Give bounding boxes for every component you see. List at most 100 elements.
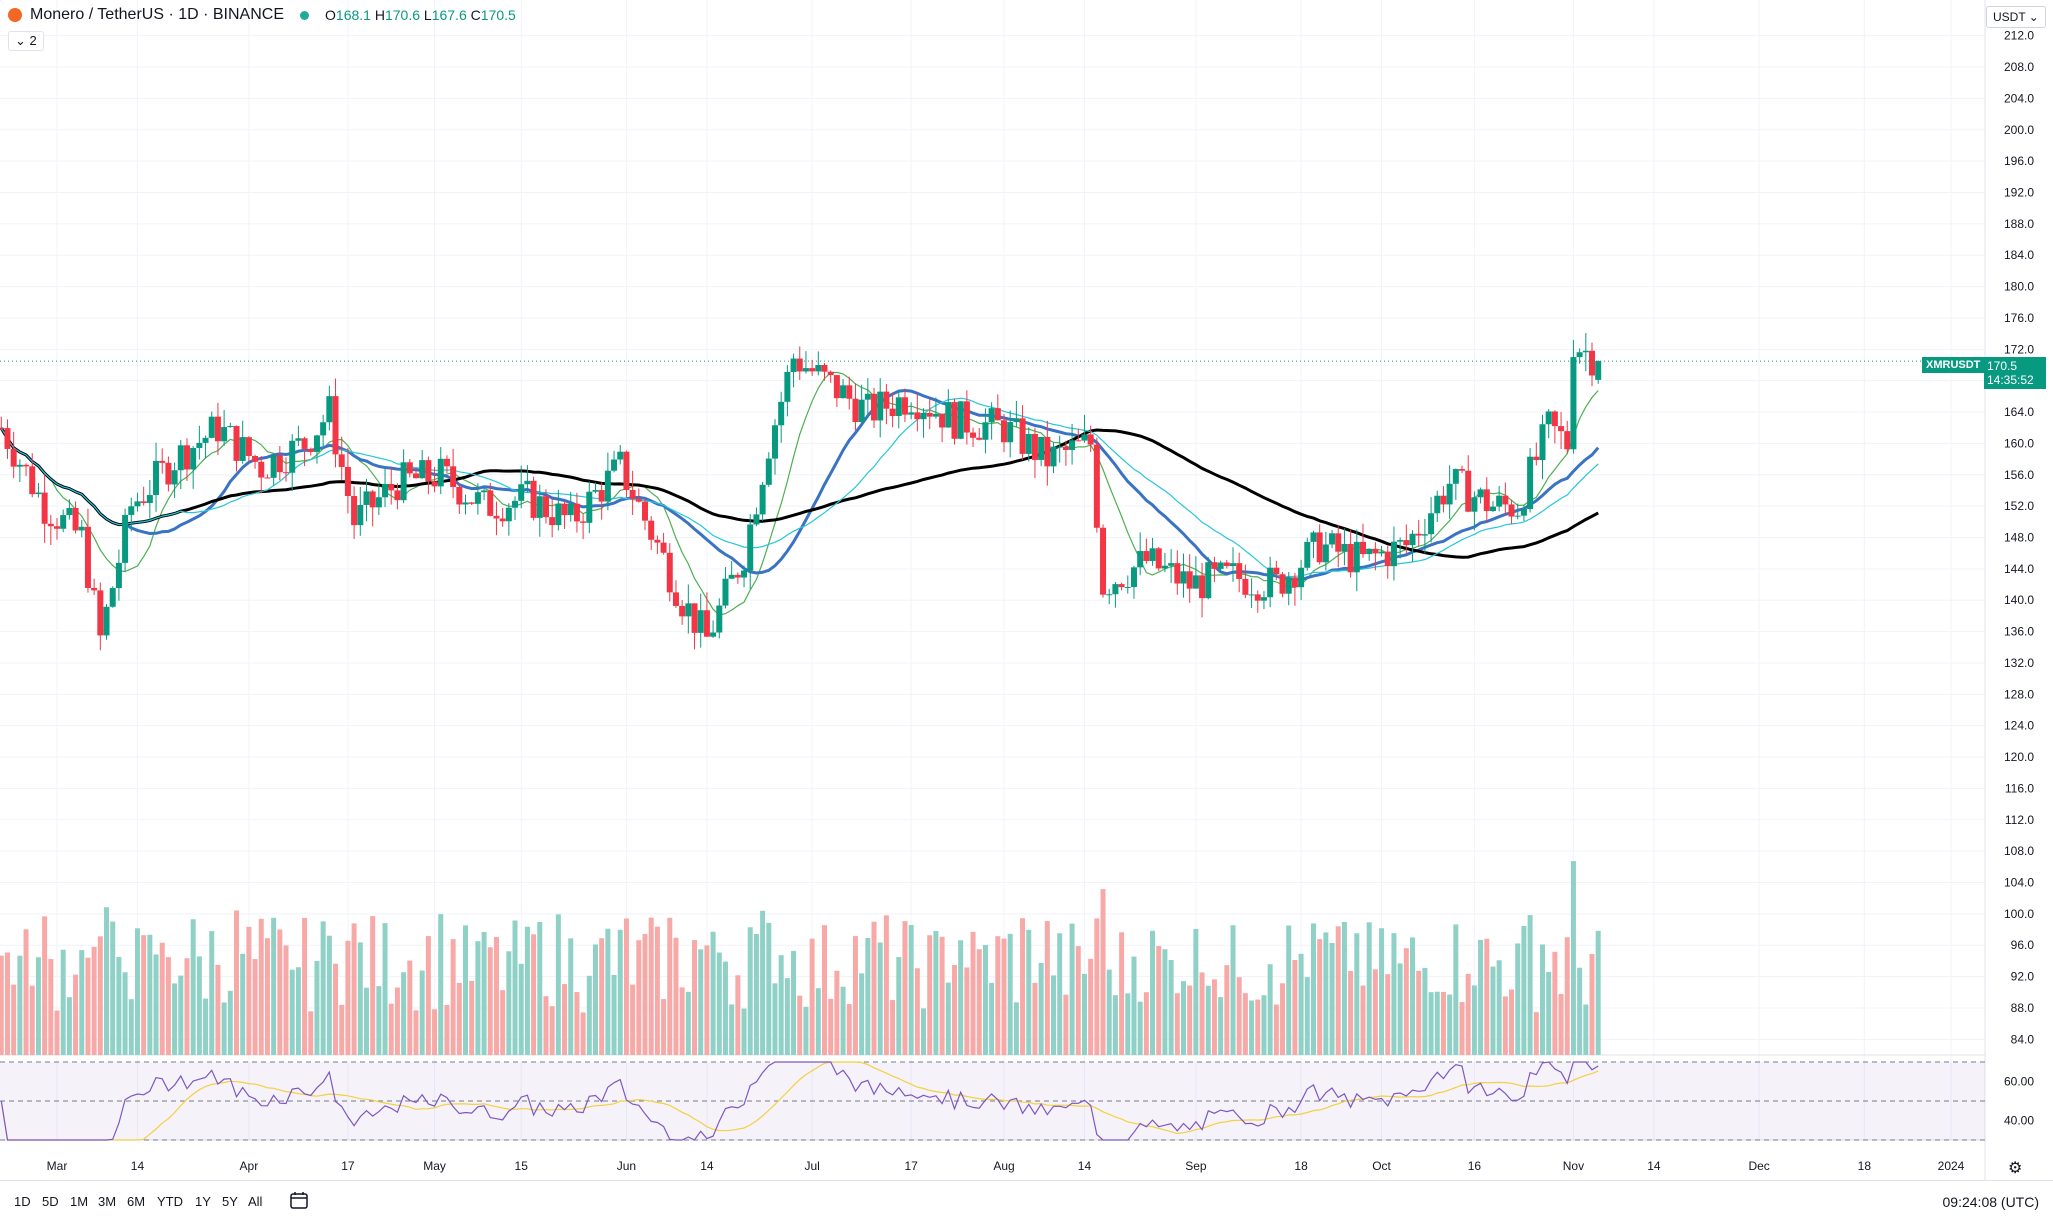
volume-bar (141, 935, 147, 1055)
candle-body (1093, 444, 1100, 528)
candle-body (1465, 470, 1472, 512)
volume-bar (1317, 939, 1323, 1055)
volume-bar (747, 927, 753, 1055)
candle-body (493, 515, 500, 519)
y-tick-label: 124.0 (2004, 719, 2034, 733)
volume-bar (623, 918, 629, 1055)
volume-bar (196, 956, 202, 1055)
volume-bar (945, 982, 951, 1055)
collapse-indicators-button[interactable]: ⌄ 2 (8, 31, 44, 51)
candle-body (1019, 418, 1026, 454)
gear-icon[interactable]: ⚙ (2008, 1160, 2023, 1177)
volume-bar (908, 925, 914, 1055)
volume-bar (289, 969, 295, 1055)
candle-body (1130, 567, 1137, 587)
utc-clock[interactable]: 09:24:08 (UTC) (1942, 1194, 2039, 1210)
candle-body (982, 422, 989, 440)
candle-body (1192, 575, 1199, 589)
volume-bar (642, 933, 648, 1055)
candle-body (456, 486, 463, 505)
candle-body (1100, 527, 1107, 595)
timeframe-6m[interactable]: 6M (127, 1194, 146, 1209)
candle-body (313, 435, 320, 452)
candle-body (505, 507, 512, 522)
volume-bar (1360, 985, 1366, 1055)
timeframe-5d[interactable]: 5D (42, 1194, 59, 1209)
volume-bar (1001, 938, 1007, 1055)
candle-body (598, 490, 605, 502)
candle-body (252, 455, 259, 462)
volume-bar (450, 939, 456, 1055)
candle-body (388, 483, 395, 491)
candle-body (1260, 597, 1267, 601)
volume-bar (710, 931, 716, 1055)
y-tick-label: 100.0 (2004, 907, 2034, 921)
candle-body (1285, 577, 1292, 594)
symbol-title[interactable]: Monero / TetherUS · 1D · BINANCE (30, 6, 285, 23)
volume-bar (1447, 994, 1453, 1055)
candle-body (957, 401, 964, 439)
y-tick-label: 132.0 (2004, 656, 2034, 670)
y-tick-label: 176.0 (2004, 311, 2034, 325)
price-chart[interactable]: 212.0 208.0 204.0 200.0 196.0 192.0 188.0 184.0… (0, 0, 2053, 1180)
y-tick-label: 136.0 (2004, 625, 2034, 639)
volume-bar (1397, 963, 1403, 1055)
volume-bar (1280, 983, 1286, 1055)
volume-bar (1187, 985, 1193, 1055)
candle-body (146, 494, 153, 504)
candle-body (815, 364, 822, 372)
volume-bar (1292, 959, 1298, 1055)
candle-body (623, 451, 630, 491)
x-tick-label: 14 (1647, 1159, 1661, 1173)
volume-bar (1057, 933, 1063, 1055)
candle-body (84, 526, 91, 588)
timeframe-3m[interactable]: 3M (98, 1194, 117, 1209)
timeframe-all[interactable]: All (248, 1194, 263, 1209)
candle-body (419, 460, 426, 479)
volume-bar (1026, 929, 1032, 1055)
volume-bar (1539, 944, 1545, 1055)
volume-bar (264, 938, 270, 1055)
volume-bar (203, 998, 209, 1055)
volume-bar (500, 990, 506, 1055)
candle-body (988, 408, 995, 423)
volume-bar (797, 995, 803, 1055)
candle-body (784, 371, 791, 402)
volume-bar (1577, 967, 1583, 1055)
candle-body (1217, 562, 1224, 569)
volume-bar (1509, 989, 1515, 1055)
calendar-icon[interactable] (289, 1190, 309, 1210)
timeframe-1d[interactable]: 1D (14, 1194, 31, 1209)
candle-body (1403, 540, 1410, 546)
volume-bar (1168, 960, 1174, 1055)
volume-bar (1044, 921, 1050, 1055)
volume-bar (1106, 969, 1112, 1055)
timeframe-1m[interactable]: 1M (70, 1194, 89, 1209)
y-tick-label: 128.0 (2004, 687, 2034, 701)
volume-bar (407, 960, 413, 1055)
candle-body (1589, 350, 1596, 376)
timeframe-1y[interactable]: 1Y (195, 1194, 211, 1209)
candle-body (41, 492, 48, 524)
volume-bar (964, 967, 970, 1055)
ohlc-values: O168.1 H170.6 L167.6 C170.5 (325, 7, 516, 23)
timeframe-ytd[interactable]: YTD (157, 1194, 183, 1209)
volume-bar (48, 959, 54, 1055)
candle-body (1446, 483, 1453, 505)
volume-bar (0, 955, 4, 1055)
volume-bar (630, 984, 636, 1055)
volume-bar (976, 949, 982, 1055)
volume-bar (190, 919, 196, 1055)
volume-bar (233, 910, 239, 1055)
candle-body (1044, 436, 1051, 467)
candle-body (580, 521, 587, 523)
candle-body (1452, 469, 1459, 484)
timeframe-5y[interactable]: 5Y (222, 1194, 238, 1209)
volume-bar (1310, 923, 1316, 1055)
candle-body (1421, 534, 1428, 536)
candle-body (1143, 551, 1150, 561)
currency-select[interactable]: USDT ⌄ (1986, 6, 2046, 28)
candle-body (153, 460, 160, 495)
candle-body (635, 499, 642, 502)
candle-body (1415, 533, 1422, 536)
